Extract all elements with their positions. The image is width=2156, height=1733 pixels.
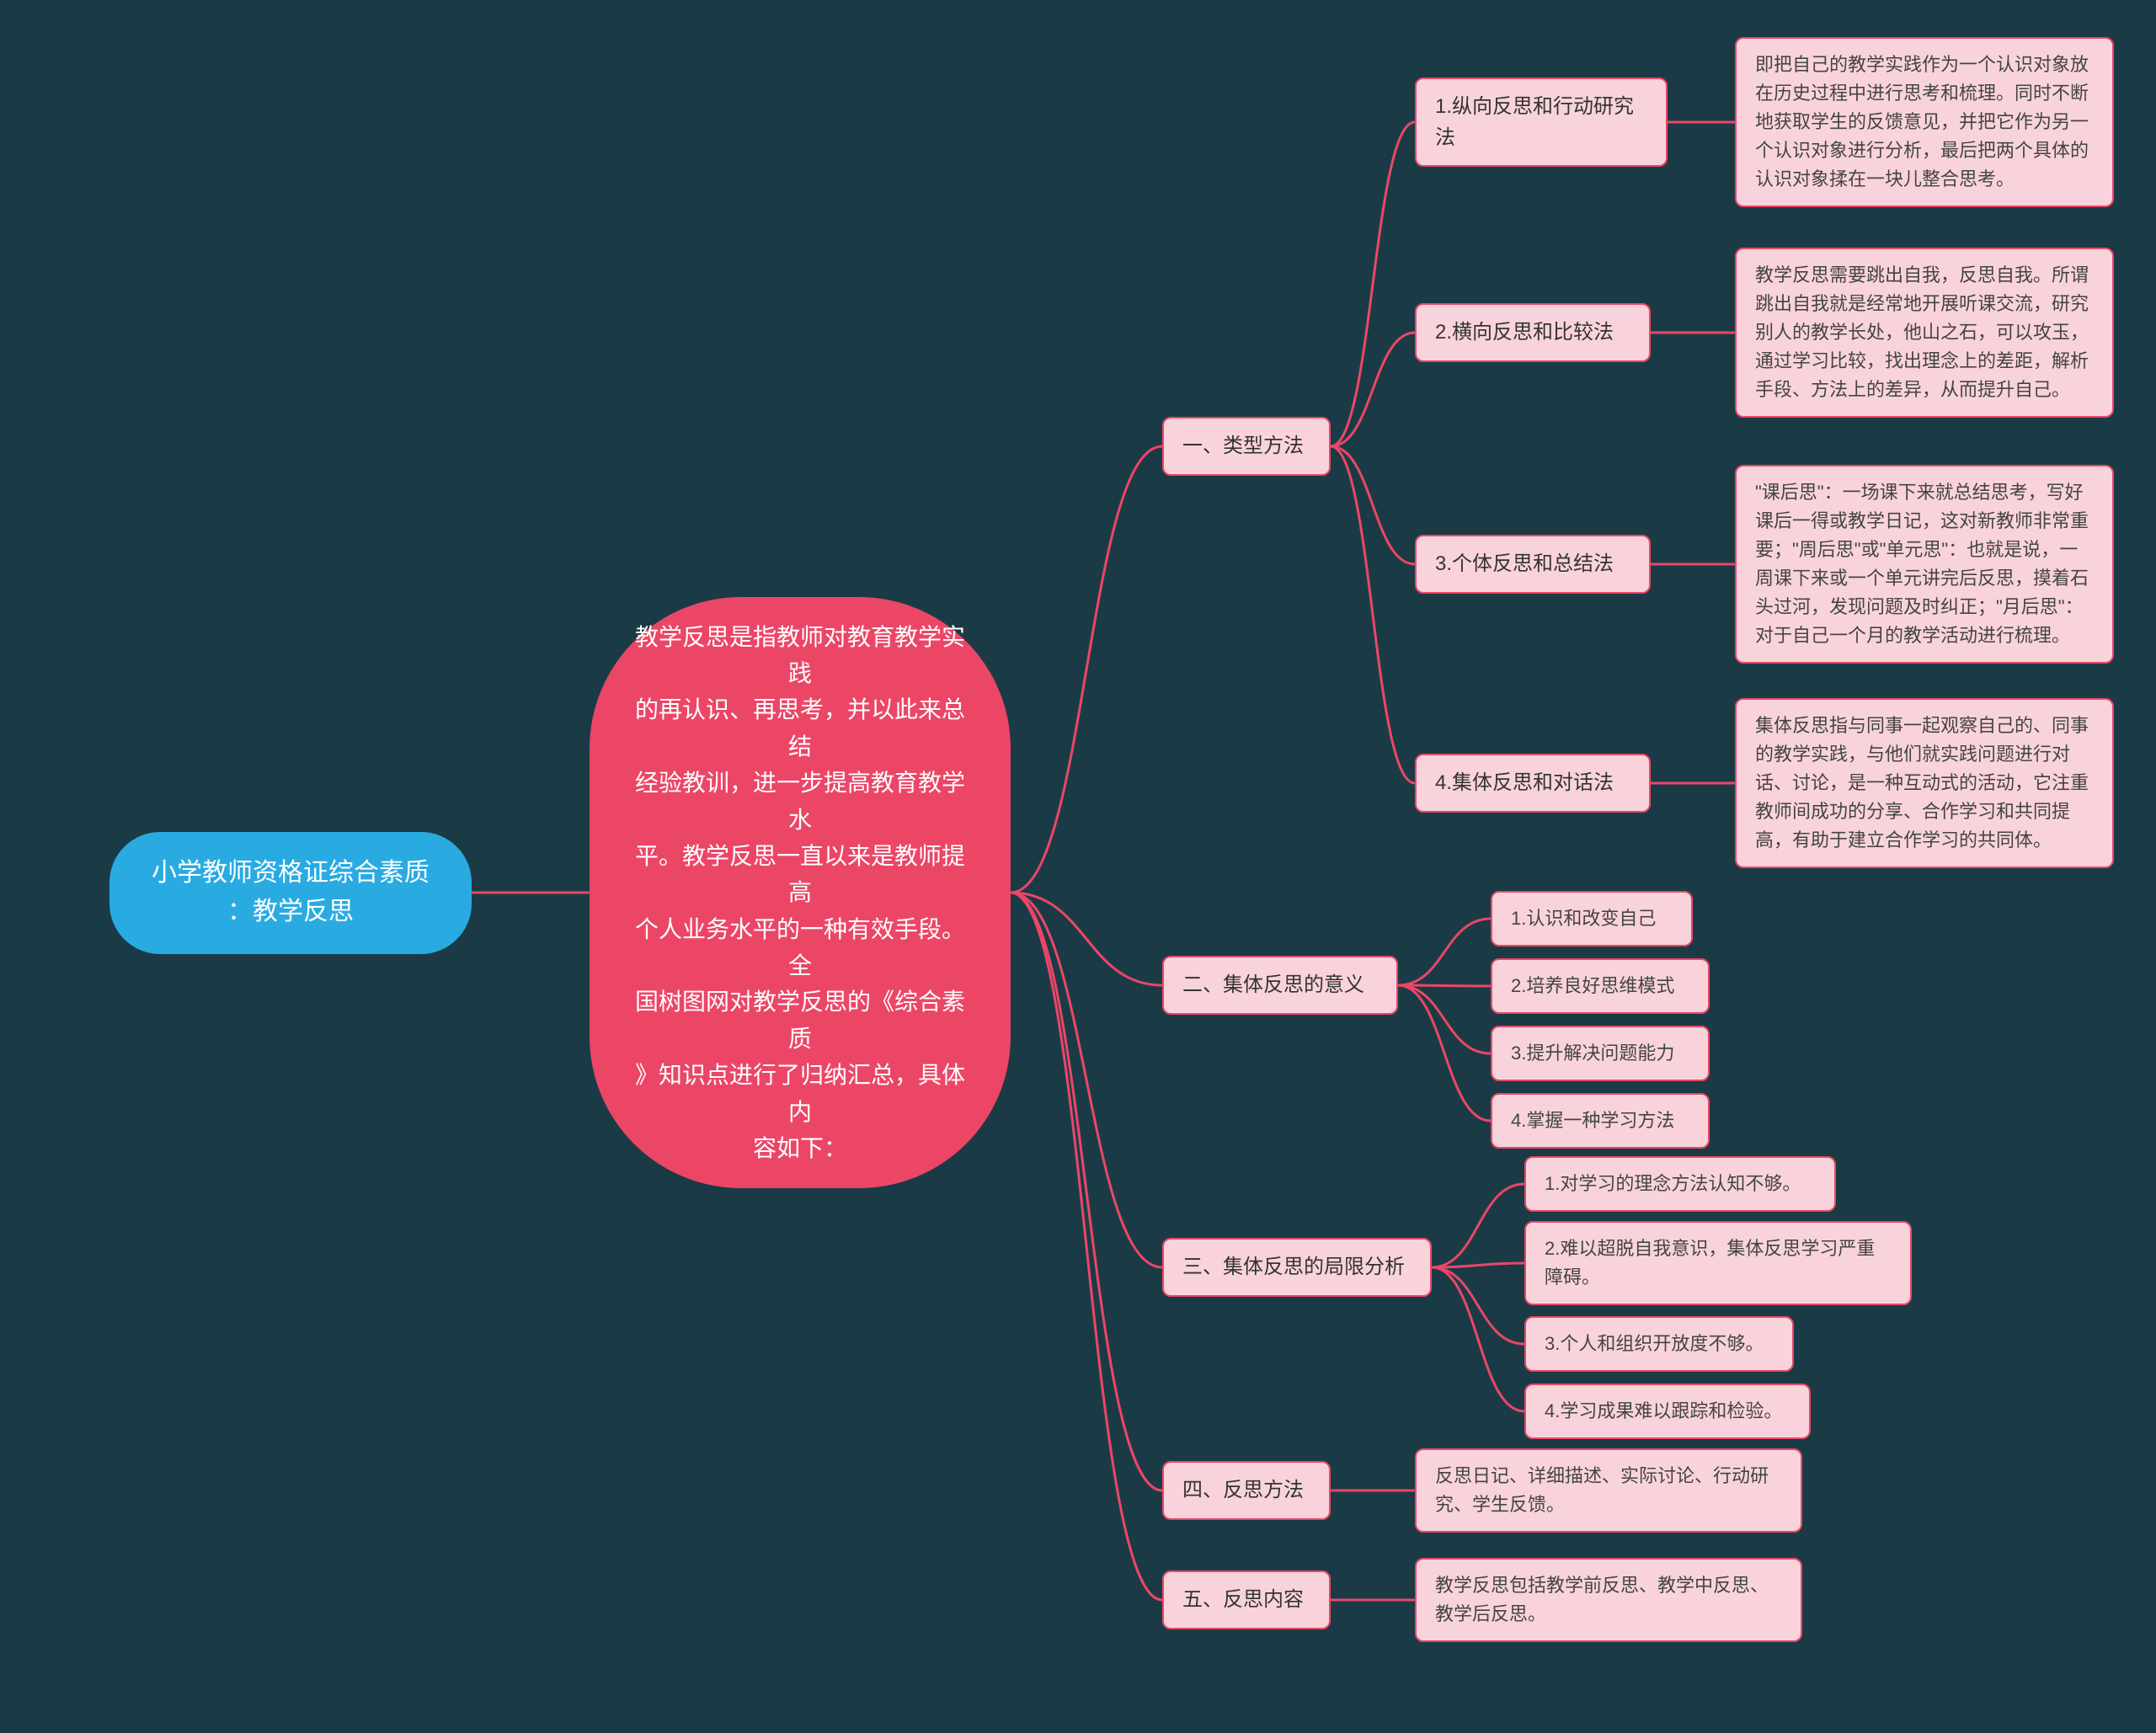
node-s2b-label: 2.培养良好思维模式 <box>1491 958 1710 1014</box>
node-s2a-label: 1.认识和改变自己 <box>1491 891 1693 946</box>
node-s4[interactable]: 四、反思方法 <box>1162 1465 1331 1516</box>
node-s1b1[interactable]: 教学反思需要跳出自我，反思自我。所谓跳出自我就是经常地开展听课交流，研究别人的教… <box>1735 261 2114 404</box>
node-s3c[interactable]: 3.个人和组织开放度不够。 <box>1524 1322 1794 1366</box>
node-s1-label: 一、类型方法 <box>1162 417 1331 475</box>
link-summary-s3 <box>1011 893 1162 1267</box>
node-s2[interactable]: 二、集体反思的意义 <box>1162 960 1398 1010</box>
node-s1d[interactable]: 4.集体反思和对话法 <box>1415 758 1651 808</box>
node-s3a[interactable]: 1.对学习的理念方法认知不够。 <box>1524 1162 1836 1206</box>
node-s1c1[interactable]: "课后思"：一场课下来就总结思考，写好课后一得或教学日记，这对新教师非常重要；"… <box>1735 472 2114 657</box>
node-s1a-label: 1.纵向反思和行动研究法 <box>1415 77 1668 167</box>
node-s1a1[interactable]: 即把自己的教学实践作为一个认识对象放在历史过程中进行思考和梳理。同时不断地获取学… <box>1735 51 2114 194</box>
link-summary-s5 <box>1011 893 1162 1600</box>
node-s2c-label: 3.提升解决问题能力 <box>1491 1026 1710 1081</box>
node-summary[interactable]: 教学反思是指教师对教育教学实践 的再认识、再思考，并以此来总结 经验教训，进一步… <box>590 741 1011 1044</box>
node-s5[interactable]: 五、反思内容 <box>1162 1575 1331 1625</box>
node-s1d-label: 4.集体反思和对话法 <box>1415 754 1651 812</box>
node-root-label: 小学教师资格证综合素质 ：教学反思 <box>109 832 472 954</box>
node-s4-label: 四、反思方法 <box>1162 1461 1331 1519</box>
node-s5-label: 五、反思内容 <box>1162 1570 1331 1629</box>
node-s1c1-label: "课后思"：一场课下来就总结思考，写好课后一得或教学日记，这对新教师非常重要；"… <box>1735 465 2114 664</box>
link-s1-s1a <box>1331 122 1415 446</box>
mindmap-canvas: 小学教师资格证综合素质 ：教学反思 教学反思是指教师对教育教学实践 的再认识、再思… <box>0 0 2156 1733</box>
link-s1-s1c <box>1331 446 1415 564</box>
node-s1a[interactable]: 1.纵向反思和行动研究法 <box>1415 97 1668 147</box>
node-s5a[interactable]: 教学反思包括教学前反思、教学中反思、教学后反思。 <box>1415 1566 1802 1634</box>
node-s4a[interactable]: 反思日记、详细描述、实际讨论、行动研究、学生反馈。 <box>1415 1457 1802 1524</box>
link-s1-s1b <box>1331 333 1415 446</box>
link-summary-s1 <box>1011 446 1162 893</box>
node-s2a[interactable]: 1.认识和改变自己 <box>1491 897 1693 941</box>
node-s1b[interactable]: 2.横向反思和比较法 <box>1415 307 1651 358</box>
node-s1c-label: 3.个体反思和总结法 <box>1415 535 1651 593</box>
node-s5a-label: 教学反思包括教学前反思、教学中反思、教学后反思。 <box>1415 1558 1802 1642</box>
link-s2-s2b <box>1398 985 1491 986</box>
link-s2-s2c <box>1398 985 1491 1053</box>
node-s3d[interactable]: 4.学习成果难以跟踪和检验。 <box>1524 1389 1811 1433</box>
node-s3b[interactable]: 2.难以超脱自我意识，集体反思学习严重障碍。 <box>1524 1229 1912 1297</box>
node-s1[interactable]: 一、类型方法 <box>1162 421 1331 472</box>
node-summary-label: 教学反思是指教师对教育教学实践 的再认识、再思考，并以此来总结 经验教训，进一步… <box>590 597 1011 1189</box>
link-s2-s2a <box>1398 919 1491 985</box>
node-s3d-label: 4.学习成果难以跟踪和检验。 <box>1524 1384 1811 1439</box>
link-s2-s2d <box>1398 985 1491 1121</box>
link-s3-s3a <box>1432 1184 1524 1267</box>
node-s2b[interactable]: 2.培养良好思维模式 <box>1491 964 1710 1008</box>
node-s2c[interactable]: 3.提升解决问题能力 <box>1491 1032 1710 1075</box>
node-root[interactable]: 小学教师资格证综合素质 ：教学反思 <box>109 842 472 943</box>
node-s2d[interactable]: 4.掌握一种学习方法 <box>1491 1099 1710 1143</box>
node-s3c-label: 3.个人和组织开放度不够。 <box>1524 1316 1794 1372</box>
node-s4a-label: 反思日记、详细描述、实际讨论、行动研究、学生反馈。 <box>1415 1448 1802 1533</box>
node-s1a1-label: 即把自己的教学实践作为一个认识对象放在历史过程中进行思考和梳理。同时不断地获取学… <box>1735 37 2114 207</box>
node-s1d1[interactable]: 集体反思指与同事一起观察自己的、同事的教学实践，与他们就实践问题进行对话、讨论，… <box>1735 712 2114 855</box>
node-s3a-label: 1.对学习的理念方法认知不够。 <box>1524 1156 1836 1212</box>
node-s2d-label: 4.掌握一种学习方法 <box>1491 1093 1710 1149</box>
node-s1c[interactable]: 3.个体反思和总结法 <box>1415 539 1651 589</box>
node-s3b-label: 2.难以超脱自我意识，集体反思学习严重障碍。 <box>1524 1221 1912 1305</box>
link-s3-s3d <box>1432 1267 1524 1411</box>
link-s1-s1d <box>1331 446 1415 783</box>
node-s1b1-label: 教学反思需要跳出自我，反思自我。所谓跳出自我就是经常地开展听课交流，研究别人的教… <box>1735 248 2114 418</box>
node-s3-label: 三、集体反思的局限分析 <box>1162 1238 1432 1296</box>
link-s3-s3c <box>1432 1267 1524 1344</box>
node-s1d1-label: 集体反思指与同事一起观察自己的、同事的教学实践，与他们就实践问题进行对话、讨论，… <box>1735 698 2114 868</box>
node-s2-label: 二、集体反思的意义 <box>1162 956 1398 1014</box>
node-s1b-label: 2.横向反思和比较法 <box>1415 303 1651 361</box>
node-s3[interactable]: 三、集体反思的局限分析 <box>1162 1242 1432 1293</box>
